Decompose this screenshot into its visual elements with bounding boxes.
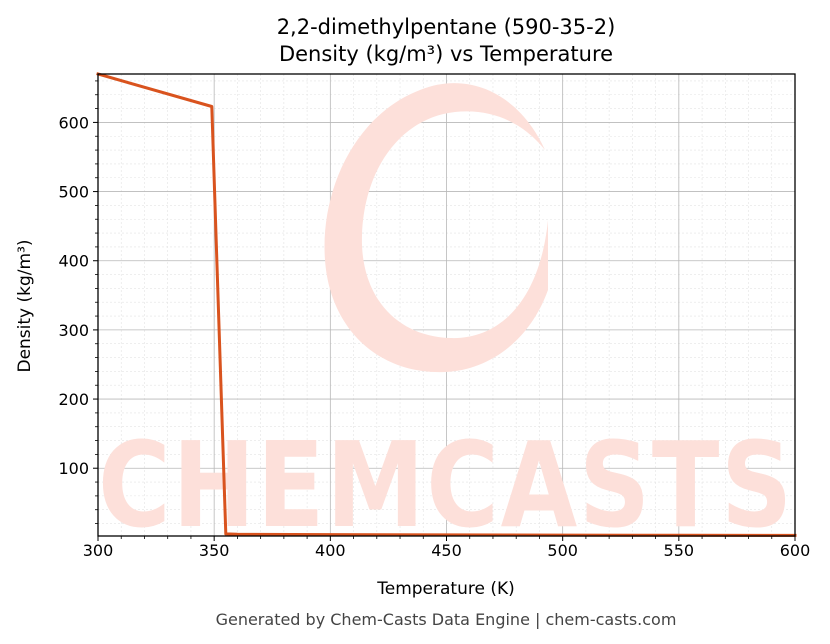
x-axis-label: Temperature (K) <box>376 579 515 599</box>
x-axis: 300 350 400 450 500 550 600 <box>83 536 811 560</box>
y-tick-label: 600 <box>58 113 89 132</box>
series-line-0 <box>96 72 797 537</box>
footer-credit: Generated by Chem-Casts Data Engine | ch… <box>216 610 677 629</box>
x-tick-label: 400 <box>315 541 346 560</box>
y-axis: 100 200 300 400 500 600 <box>58 80 98 524</box>
x-tick-label: 350 <box>199 541 230 560</box>
y-tick-label: 300 <box>58 321 89 340</box>
y-tick-label: 200 <box>58 390 89 409</box>
chart-title: 2,2-dimethylpentane (590-35-2) <box>277 15 616 39</box>
y-tick-label: 500 <box>58 183 89 202</box>
x-tick-label: 600 <box>780 541 811 560</box>
watermark-text: CHEMCASTS <box>98 416 794 554</box>
x-tick-label: 450 <box>431 541 462 560</box>
series-layer <box>96 72 797 537</box>
x-tick-label: 550 <box>664 541 695 560</box>
watermark-logo: CHEMCASTS <box>98 83 794 554</box>
chart-subtitle: Density (kg/m³) vs Temperature <box>279 42 613 66</box>
y-tick-label: 400 <box>58 252 89 271</box>
watermark-c-mark <box>324 83 548 373</box>
x-tick-label: 500 <box>547 541 578 560</box>
y-tick-label: 100 <box>58 459 89 478</box>
x-tick-label: 300 <box>83 541 114 560</box>
y-axis-label: Density (kg/m³) <box>15 239 35 372</box>
